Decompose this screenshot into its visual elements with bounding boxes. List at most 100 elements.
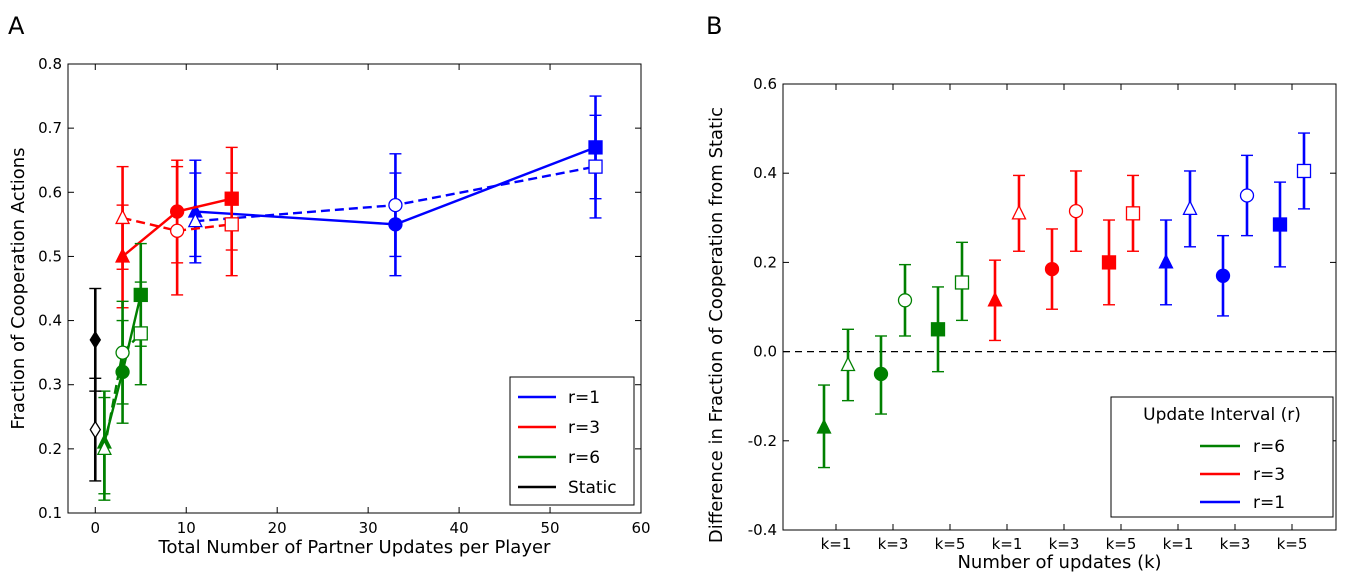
- data-point: [1044, 261, 1060, 277]
- x-tick-label: 30: [359, 519, 378, 537]
- y-tick-label: 0.2: [753, 253, 777, 271]
- panel-label: B: [706, 12, 722, 40]
- data-point-group: [873, 335, 889, 415]
- panel-b: Bk=1 k=3 k=5 k=1 k=3 k=5 k=1 k=3 k=5 -0.4 -0.2 0.0 0…: [706, 12, 1337, 572]
- x-tick-label: 60: [631, 519, 650, 537]
- data-point: [930, 322, 946, 337]
- legend-label: r=1: [1253, 493, 1285, 513]
- x-tick-label: k=3: [1220, 535, 1251, 553]
- legend-label: r=1: [568, 388, 600, 408]
- legend-entry: r=1: [518, 388, 600, 408]
- y-tick-label: 0.1: [38, 504, 62, 522]
- y-tick-label: 0.6: [38, 183, 62, 201]
- x-tick-label: k=5: [935, 535, 966, 553]
- legend-label: Static: [568, 478, 617, 498]
- x-tick-label: 0: [91, 519, 101, 537]
- data-point-group: [930, 286, 946, 373]
- data-point-group: [1011, 174, 1027, 252]
- x-axis-label: Total Number of Partner Updates per Play…: [158, 537, 552, 558]
- data-point: [1272, 217, 1288, 232]
- legend-entry: r=6: [518, 448, 600, 468]
- data-series: [115, 165, 239, 296]
- data-point: [1011, 204, 1027, 220]
- data-point: [1101, 255, 1117, 270]
- data-point: [987, 291, 1003, 307]
- legend-label: r=3: [1253, 465, 1285, 485]
- data-point: [1068, 203, 1084, 219]
- data-point: [187, 212, 203, 228]
- legend-label: r=6: [568, 448, 600, 468]
- data-point-group: [1101, 219, 1117, 306]
- data-point-group: [1068, 170, 1084, 252]
- x-tick-label: 50: [541, 519, 560, 537]
- data-point-group: [816, 384, 832, 469]
- x-tick-label: k=1: [1163, 535, 1194, 553]
- data-point: [1182, 199, 1198, 216]
- y-axis-label: Fraction of Cooperation Actions: [8, 147, 29, 429]
- legend-box: [1110, 396, 1334, 518]
- x-tick-label: k=5: [1106, 535, 1137, 553]
- y-tick-label: 0.5: [38, 247, 62, 265]
- data-point-group: [1239, 154, 1255, 237]
- x-axis-label: Number of updates (k): [957, 552, 1161, 572]
- plot-frame: [782, 83, 1337, 531]
- data-point-group: [1272, 181, 1288, 268]
- data-point: [388, 197, 403, 213]
- y-tick-label: 0.4: [753, 164, 777, 182]
- data-point: [224, 217, 239, 232]
- data-point: [96, 439, 112, 456]
- data-point: [169, 223, 185, 238]
- y-axis-label: Difference in Fraction of Cooperation fr…: [706, 107, 727, 543]
- data-point: [588, 159, 603, 174]
- legend-label: r=6: [1253, 437, 1285, 457]
- data-series: [89, 377, 102, 482]
- data-point: [115, 345, 130, 360]
- legend-label: r=3: [568, 418, 600, 438]
- y-tick-label: 0.6: [753, 75, 777, 93]
- legend-box: [509, 376, 635, 506]
- data-point-group: [1044, 228, 1060, 310]
- y-tick-label: 0.8: [38, 55, 62, 73]
- data-point-group: [897, 263, 913, 337]
- data-point: [89, 330, 102, 350]
- data-point-group: [1215, 234, 1231, 317]
- legend-entry: r=3: [1200, 465, 1285, 485]
- panel-label: A: [8, 12, 25, 40]
- legend-entry: r=1: [1200, 493, 1285, 513]
- x-tick-label: k=3: [1049, 535, 1080, 553]
- data-point-group: [1158, 219, 1174, 306]
- x-tick-label: 40: [450, 519, 469, 537]
- data-point: [873, 366, 889, 382]
- x-tick-label: k=1: [821, 535, 852, 553]
- panel-a: A 0 10 20 30 40 50 60 0.1 0.2 0.3 0.4 0.5 0.6 0.7 0.8 To…: [8, 12, 651, 558]
- data-point: [1215, 268, 1231, 283]
- legend-title: Update Interval (r): [1143, 405, 1301, 425]
- y-tick-label: -0.4: [748, 521, 777, 539]
- data-point-group: [1296, 132, 1312, 210]
- data-point: [1125, 206, 1141, 221]
- data-point: [816, 418, 832, 434]
- data-point: [840, 356, 856, 372]
- x-tick-label: k=3: [878, 535, 909, 553]
- y-tick-label: 0.7: [38, 119, 62, 137]
- data-point: [954, 275, 970, 290]
- data-point: [1239, 188, 1255, 203]
- y-tick-label: 0.0: [753, 343, 777, 361]
- data-series: [187, 114, 603, 258]
- data-point-group: [987, 259, 1003, 342]
- legend: r=1 r=3 r=6 Static: [509, 376, 635, 506]
- data-point-group: [1125, 174, 1141, 252]
- data-point: [115, 208, 131, 225]
- data-point: [897, 293, 913, 308]
- y-tick-label: 0.4: [38, 312, 62, 330]
- legend: Update Interval (r) r=6 r=3 r=1: [1110, 396, 1334, 518]
- y-tick-label: -0.2: [748, 432, 777, 450]
- x-tick-label: 20: [268, 519, 287, 537]
- legend-entry: r=6: [1200, 437, 1285, 457]
- plot-frame: [67, 63, 642, 514]
- data-point-group: [1182, 170, 1198, 248]
- y-tick-label: 0.2: [38, 440, 62, 458]
- data-point: [133, 326, 148, 341]
- data-point-group: [954, 241, 970, 322]
- x-tick-label: k=5: [1277, 535, 1308, 553]
